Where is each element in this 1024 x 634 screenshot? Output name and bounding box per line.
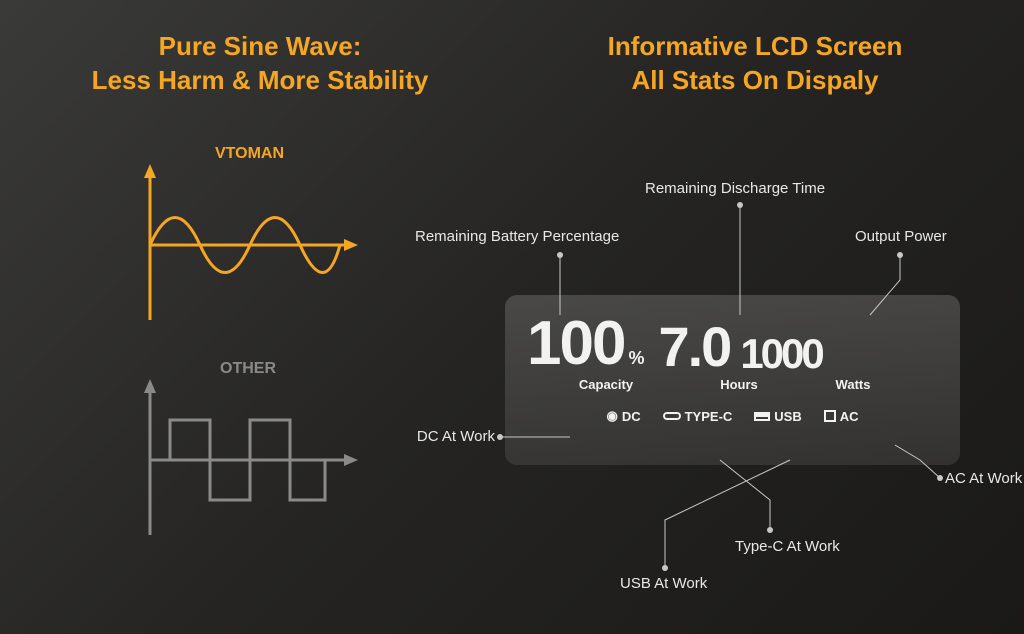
left-heading: Pure Sine Wave: Less Harm & More Stabili… <box>60 30 460 98</box>
ac-icon <box>824 410 836 422</box>
left-title-line1: Pure Sine Wave: <box>159 31 362 61</box>
watts-label: Watts <box>793 377 913 392</box>
ac-indicator-label: AC <box>840 409 859 424</box>
hours-value: 7.0 <box>658 319 730 375</box>
capacity-value: 100 <box>527 313 624 375</box>
dc-icon: ◉ <box>606 408 617 424</box>
lcd-panel: 100 % 7.0 1000 Capacity Hours Watts ◉ DC… <box>505 295 960 465</box>
typec-indicator-label: TYPE-C <box>685 409 733 424</box>
lcd-indicators: ◉ DC TYPE-C USB AC <box>527 408 938 424</box>
callout-output: Output Power <box>855 228 947 245</box>
usb-indicator: USB <box>754 409 801 424</box>
right-heading: Informative LCD Screen All Stats On Disp… <box>540 30 970 98</box>
ac-indicator: AC <box>824 409 859 424</box>
lcd-values-row: 100 % 7.0 1000 <box>527 313 938 375</box>
right-title-line1: Informative LCD Screen <box>608 31 903 61</box>
right-title-line2: All Stats On Dispaly <box>631 65 878 95</box>
dc-indicator-label: DC <box>622 409 641 424</box>
callout-ac: AC At Work <box>945 470 1022 487</box>
capacity-pct: % <box>628 348 644 369</box>
typec-icon <box>663 412 681 420</box>
callout-dc: DC At Work <box>405 428 495 445</box>
callout-usb: USB At Work <box>620 575 707 592</box>
callout-battery: Remaining Battery Percentage <box>415 228 619 245</box>
watts-value: 1000 <box>740 333 821 375</box>
usb-indicator-label: USB <box>774 409 801 424</box>
typec-indicator: TYPE-C <box>663 409 733 424</box>
dc-indicator: ◉ DC <box>606 408 640 424</box>
sine-wave-chart <box>130 160 370 340</box>
lcd-sublabels: Capacity Hours Watts <box>527 377 938 392</box>
usb-icon <box>754 412 770 421</box>
left-title-line2: Less Harm & More Stability <box>92 65 429 95</box>
callout-typec: Type-C At Work <box>735 538 840 555</box>
hours-label: Hours <box>685 377 793 392</box>
callout-discharge: Remaining Discharge Time <box>645 180 825 197</box>
square-wave-chart <box>130 375 370 555</box>
capacity-label: Capacity <box>527 377 685 392</box>
